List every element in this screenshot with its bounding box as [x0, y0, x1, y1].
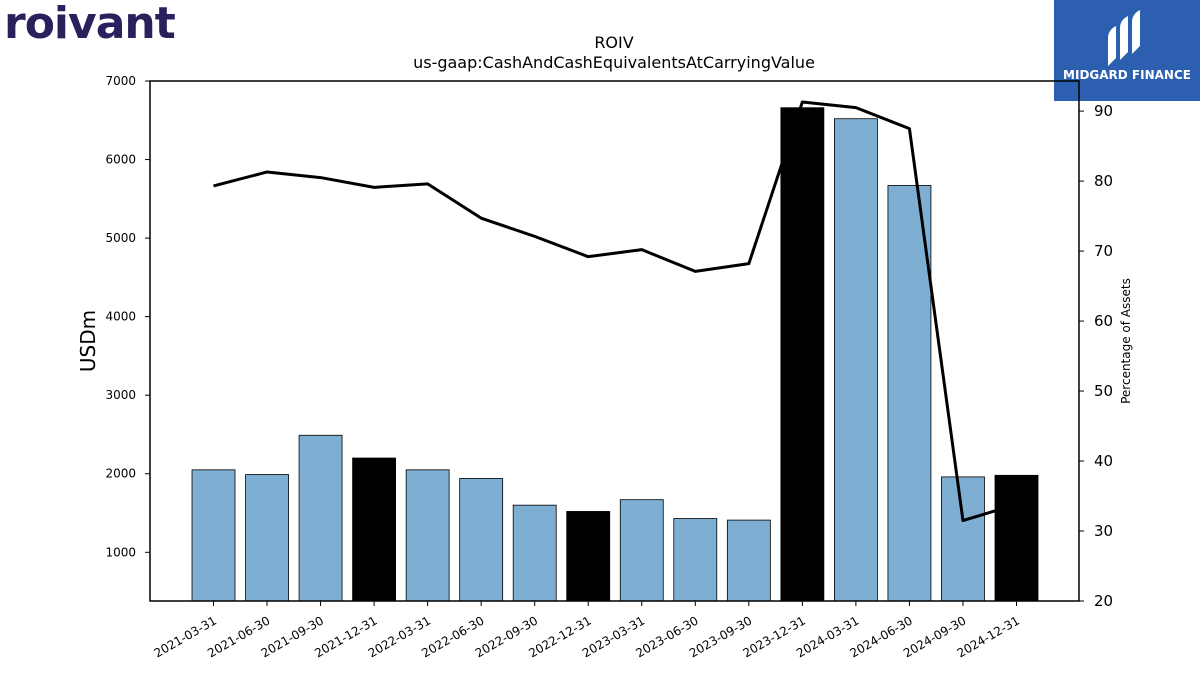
y-tick-label: 1000: [105, 545, 136, 559]
y2-tick-label: 90: [1094, 102, 1113, 120]
y2-tick-label: 70: [1094, 242, 1113, 260]
bar-2023-06-30: [673, 518, 718, 602]
y2-tick-label: 50: [1094, 382, 1113, 400]
bar-2022-06-30: [459, 478, 504, 602]
y-tick-label: 5000: [105, 231, 136, 245]
midgard-emblem-icon: [1108, 10, 1140, 66]
midgard-finance-label: MIDGARD FINANCE: [1063, 68, 1191, 82]
x-axis-ticks: 2021-03-312021-06-302021-09-302021-12-31…: [152, 601, 1022, 660]
y2-tick-label: 80: [1094, 172, 1113, 190]
y2-axis-ticks: 20 30 40 50 60 70 80 90: [1079, 102, 1113, 610]
bar-2024-09-30: [941, 476, 985, 602]
percentage-line: [213, 100, 1017, 523]
y-tick-label: 4000: [105, 310, 136, 324]
roivant-logo: roivant: [4, 0, 176, 49]
line-layer: [213, 100, 1017, 523]
plot-frame: [149, 80, 1080, 602]
y-tick-label: 3000: [105, 388, 136, 402]
y-tick-label: 6000: [105, 153, 136, 167]
bar-2021-03-31: [191, 469, 236, 602]
bar-2022-03-31: [405, 469, 450, 602]
y-axis-ticks: 1000 2000 3000 4000 5000 6000 7000: [105, 74, 150, 559]
bar-2022-09-30: [512, 504, 557, 602]
y-axis-label: USDm: [76, 310, 100, 372]
y2-tick-label: 40: [1094, 452, 1113, 470]
y2-tick-label: 20: [1094, 592, 1113, 610]
y2-tick-label: 30: [1094, 522, 1113, 540]
bar-2021-12-31: [352, 457, 397, 602]
bar-2023-12-31: [780, 107, 825, 602]
bar-2024-12-31: [994, 474, 1039, 602]
chart-subtitle: us-gaap:CashAndCashEquivalentsAtCarrying…: [413, 53, 815, 72]
y2-tick-label: 60: [1094, 312, 1113, 330]
y-tick-label: 7000: [105, 74, 136, 88]
chart-title: ROIV: [594, 33, 633, 52]
bar-2021-06-30: [245, 474, 289, 602]
bar-2024-03-31: [834, 118, 878, 602]
y2-axis-label: Percentage of Assets: [1119, 278, 1133, 404]
bar-2023-03-31: [619, 499, 664, 602]
bar-2021-09-30: [298, 434, 343, 602]
bar-group: [191, 107, 1039, 602]
bar-2024-06-30: [887, 185, 932, 602]
bar-2023-09-30: [726, 519, 771, 602]
y-tick-label: 2000: [105, 467, 136, 481]
bar-2022-12-31: [566, 511, 611, 602]
